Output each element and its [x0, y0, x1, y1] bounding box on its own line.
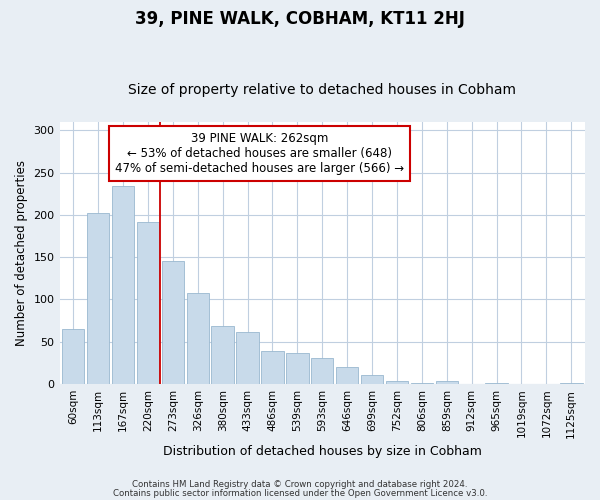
- Bar: [410, 383, 433, 384]
- Bar: [485, 383, 508, 384]
- Bar: [361, 376, 383, 384]
- Bar: [560, 383, 583, 384]
- Bar: [236, 332, 259, 384]
- Bar: [62, 329, 85, 384]
- X-axis label: Distribution of detached houses by size in Cobham: Distribution of detached houses by size …: [163, 444, 482, 458]
- Text: 39, PINE WALK, COBHAM, KT11 2HJ: 39, PINE WALK, COBHAM, KT11 2HJ: [135, 10, 465, 28]
- Text: Contains HM Land Registry data © Crown copyright and database right 2024.: Contains HM Land Registry data © Crown c…: [132, 480, 468, 489]
- Bar: [311, 358, 334, 384]
- Y-axis label: Number of detached properties: Number of detached properties: [15, 160, 28, 346]
- Bar: [436, 380, 458, 384]
- Bar: [211, 326, 234, 384]
- Text: 39 PINE WALK: 262sqm
← 53% of detached houses are smaller (648)
47% of semi-deta: 39 PINE WALK: 262sqm ← 53% of detached h…: [115, 132, 404, 176]
- Bar: [261, 351, 284, 384]
- Bar: [187, 294, 209, 384]
- Bar: [336, 367, 358, 384]
- Bar: [286, 352, 308, 384]
- Title: Size of property relative to detached houses in Cobham: Size of property relative to detached ho…: [128, 83, 516, 97]
- Bar: [137, 222, 159, 384]
- Text: Contains public sector information licensed under the Open Government Licence v3: Contains public sector information licen…: [113, 488, 487, 498]
- Bar: [386, 380, 408, 384]
- Bar: [112, 186, 134, 384]
- Bar: [87, 213, 109, 384]
- Bar: [161, 262, 184, 384]
